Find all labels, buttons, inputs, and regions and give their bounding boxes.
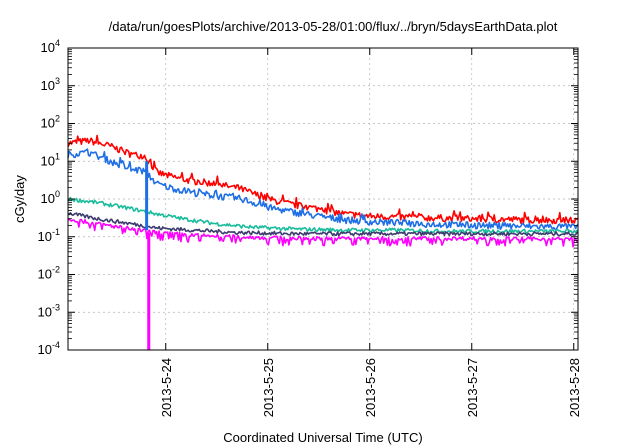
- y-axis-label: cGy/day: [12, 175, 27, 223]
- x-tick-label: 2013-5-26: [363, 358, 378, 417]
- y-tick-label: 10-3: [38, 302, 60, 319]
- x-tick-label: 2013-5-24: [159, 358, 174, 417]
- grid-lines: [68, 48, 578, 350]
- axis-ticks: 10-4 10-3 10-2 10-1 100 101 102 103 104 2013-5-24…: [38, 38, 582, 417]
- series-layer: [67, 134, 579, 350]
- x-tick-label: 2013-5-25: [261, 358, 276, 417]
- x-tick-label: 2013-5-28: [567, 358, 582, 417]
- y-tick-label: 103: [41, 76, 60, 93]
- series-line: [67, 217, 579, 248]
- y-tick-label: 10-1: [38, 227, 60, 244]
- x-axis-label: Coordinated Universal Time (UTC): [223, 430, 422, 445]
- y-tick-label: 104: [41, 38, 60, 55]
- series-line: [67, 212, 579, 237]
- series-line: [67, 196, 579, 234]
- y-tick-label: 101: [41, 151, 60, 168]
- series-line: [67, 148, 579, 231]
- y-tick-label: 10-4: [38, 340, 60, 357]
- y-tick-label: 102: [41, 114, 60, 131]
- y-tick-label: 100: [41, 189, 60, 206]
- y-tick-label: 10-2: [38, 265, 60, 282]
- chart-title: /data/run/goesPlots/archive/2013-05-28/0…: [109, 19, 558, 34]
- series-line: [67, 134, 579, 225]
- x-tick-label: 2013-5-27: [465, 358, 480, 417]
